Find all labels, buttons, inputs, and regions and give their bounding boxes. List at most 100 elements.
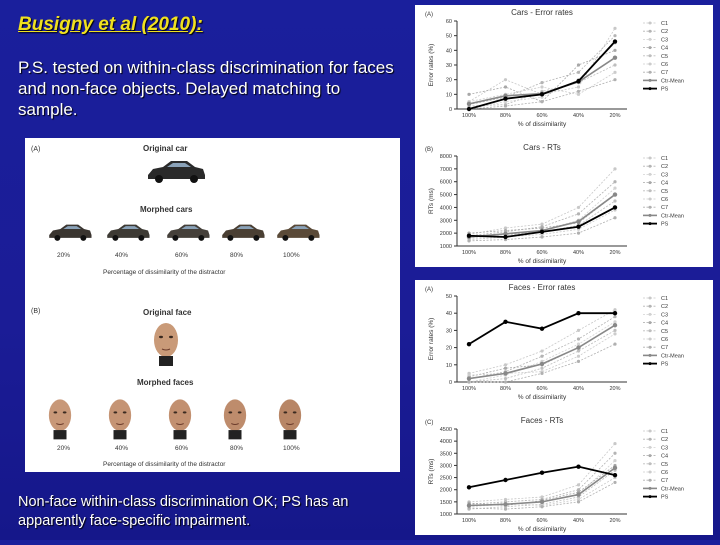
control-mean-point (539, 499, 545, 505)
legend-marker (648, 189, 652, 193)
control-data-point (503, 78, 508, 82)
control-data-point (540, 81, 544, 85)
x-tick-label: 40% (573, 518, 584, 524)
legend-marker (648, 445, 652, 449)
x-tick-label: 80% (500, 113, 511, 119)
control-data-point (613, 315, 617, 319)
control-data-point (540, 349, 544, 353)
control-data-point (613, 308, 617, 312)
legend-marker (648, 197, 652, 201)
control-data-point (467, 239, 471, 243)
car-percent-label: 60% (175, 252, 189, 259)
legend-marker (648, 181, 652, 185)
control-data-point (503, 363, 508, 367)
morphed-car-image (277, 224, 320, 241)
original-face-label: Original face (143, 308, 192, 317)
legend-label: C4 (661, 181, 668, 187)
panel-a-label: (A) (31, 146, 41, 153)
morphed-faces-label: Morphed faces (137, 378, 194, 387)
legend-label: C3 (661, 172, 668, 178)
legend-label: PS (661, 222, 669, 228)
x-axis-label: % of dissimilarity (518, 121, 567, 128)
legend-label: C1 (661, 296, 668, 302)
legend-label: C3 (661, 37, 668, 43)
ps-data-point (503, 477, 508, 483)
control-series-line (468, 477, 616, 506)
legend-label: C2 (661, 304, 668, 310)
ps-data-point (576, 224, 581, 229)
legend-marker (648, 362, 652, 366)
control-data-point (613, 26, 617, 30)
control-series-line (468, 460, 616, 508)
chart-title: Faces - Error rates (509, 283, 576, 292)
control-data-point (576, 328, 581, 332)
control-series-line (468, 443, 616, 503)
control-data-point (613, 332, 617, 336)
legend-marker (648, 70, 652, 74)
control-data-point (540, 371, 544, 375)
legend-label: C2 (661, 164, 668, 170)
x-tick-label: 100% (462, 386, 476, 392)
y-tick-label: 2000 (440, 488, 452, 494)
y-tick-label: 20 (446, 78, 452, 84)
faces-charts-panel: (A) Faces - Error rates 0 10 20 30 40 50 100% 80%… (415, 280, 713, 535)
ps-data-point (503, 96, 508, 101)
chart-title: Cars - RTs (523, 143, 561, 152)
control-data-point (576, 231, 581, 235)
morphed-face-image (168, 399, 192, 440)
x-tick-label: 40% (573, 113, 584, 119)
control-data-point (503, 85, 508, 89)
legend-label: C3 (661, 445, 668, 451)
legend-label: Ctr-Mean (661, 353, 684, 359)
face-percent-label: 40% (115, 445, 129, 452)
legend-label: Ctr-Mean (661, 213, 684, 219)
slide-intro: P.S. tested on within-class discriminati… (18, 58, 394, 119)
legend-marker (648, 37, 652, 41)
cars-rt-chart: (B) Cars - RTs 1000 2000 3000 4000 5000 6000 700… (425, 143, 684, 265)
control-data-point (613, 34, 617, 38)
x-axis-label: % of dissimilarity (518, 258, 567, 265)
ps-data-point (466, 106, 472, 112)
control-mean-point (466, 503, 472, 508)
car-caption: Percentage of dissimilarity of the distr… (103, 269, 226, 276)
y-tick-label: 40 (446, 311, 452, 317)
control-data-point (576, 349, 581, 353)
legend-marker (648, 329, 652, 333)
morphed-face-image (48, 399, 72, 440)
legend-marker (648, 353, 652, 357)
x-tick-label: 100% (462, 113, 476, 119)
legend-marker (648, 321, 652, 325)
original-car-label: Original car (143, 144, 188, 153)
x-tick-label: 40% (573, 250, 584, 256)
control-mean-point (576, 345, 581, 350)
x-tick-label: 60% (536, 518, 547, 524)
legend-marker (648, 437, 652, 441)
legend-marker (648, 29, 652, 33)
control-data-point (576, 205, 581, 210)
control-series-line (468, 187, 616, 239)
y-tick-label: 30 (446, 63, 452, 69)
morphed-car-image (167, 224, 210, 241)
ps-data-point (576, 464, 581, 469)
legend-marker (648, 470, 652, 474)
slide-title: Busigny et al (2010): (18, 14, 203, 35)
legend-label: C7 (661, 70, 668, 76)
legend-label: PS (661, 495, 669, 501)
control-data-point (576, 342, 581, 346)
legend-label: Ctr-Mean (661, 78, 684, 84)
legend-marker (648, 495, 652, 499)
y-tick-label: 2000 (440, 231, 452, 237)
legend-marker (648, 164, 652, 168)
legend-label: C6 (661, 62, 668, 68)
y-tick-label: 50 (446, 294, 452, 300)
original-car-image (148, 161, 205, 183)
ps-data-point (539, 229, 545, 235)
control-data-point (576, 89, 581, 93)
ps-data-point (503, 234, 508, 240)
control-series-line (468, 316, 616, 379)
slide-footer: Non-face within-class discrimination OK;… (18, 494, 349, 529)
control-data-point (576, 70, 581, 74)
control-mean-point (503, 371, 508, 376)
control-data-point (503, 228, 508, 233)
legend-label: C1 (661, 156, 668, 162)
